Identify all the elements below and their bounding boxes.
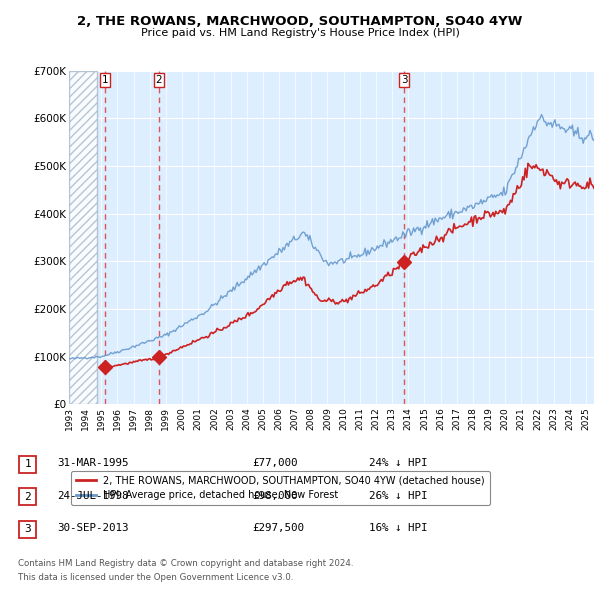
Text: 26% ↓ HPI: 26% ↓ HPI [369, 491, 427, 500]
FancyBboxPatch shape [19, 456, 36, 473]
Text: 2: 2 [24, 492, 31, 502]
Text: This data is licensed under the Open Government Licence v3.0.: This data is licensed under the Open Gov… [18, 573, 293, 582]
Legend: 2, THE ROWANS, MARCHWOOD, SOUTHAMPTON, SO40 4YW (detached house), HPI: Average p: 2, THE ROWANS, MARCHWOOD, SOUTHAMPTON, S… [71, 471, 490, 505]
Polygon shape [69, 71, 97, 404]
Text: Contains HM Land Registry data © Crown copyright and database right 2024.: Contains HM Land Registry data © Crown c… [18, 559, 353, 568]
Text: 1: 1 [24, 460, 31, 469]
Text: 16% ↓ HPI: 16% ↓ HPI [369, 523, 427, 533]
Text: 3: 3 [24, 525, 31, 534]
Text: 24% ↓ HPI: 24% ↓ HPI [369, 458, 427, 468]
Text: 31-MAR-1995: 31-MAR-1995 [57, 458, 128, 468]
FancyBboxPatch shape [19, 521, 36, 537]
Text: £98,000: £98,000 [252, 491, 298, 500]
Text: Price paid vs. HM Land Registry's House Price Index (HPI): Price paid vs. HM Land Registry's House … [140, 28, 460, 38]
Text: 2, THE ROWANS, MARCHWOOD, SOUTHAMPTON, SO40 4YW: 2, THE ROWANS, MARCHWOOD, SOUTHAMPTON, S… [77, 15, 523, 28]
Text: 1: 1 [102, 75, 109, 85]
Text: 3: 3 [401, 75, 407, 85]
Text: £77,000: £77,000 [252, 458, 298, 468]
Text: 24-JUL-1998: 24-JUL-1998 [57, 491, 128, 500]
Text: 30-SEP-2013: 30-SEP-2013 [57, 523, 128, 533]
FancyBboxPatch shape [19, 489, 36, 505]
Text: 2: 2 [155, 75, 162, 85]
Text: £297,500: £297,500 [252, 523, 304, 533]
